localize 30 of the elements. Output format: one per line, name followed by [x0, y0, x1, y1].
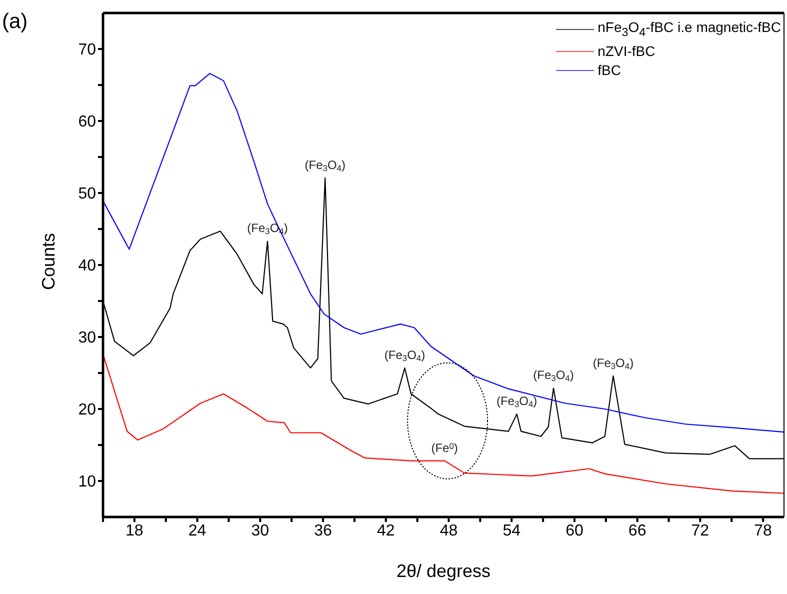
x-tick-label: 66 — [628, 522, 646, 540]
y-tick-label: 30 — [78, 330, 96, 347]
x-tick-label: 18 — [126, 522, 144, 540]
x-tick-label: 24 — [188, 522, 206, 540]
annotation: (Fe$_{3}$O$_{4}$) — [304, 158, 346, 173]
x-tick-label: 54 — [502, 522, 521, 540]
x-tick-label: 48 — [440, 522, 458, 540]
x-axis-title: 2θ/ degress — [396, 561, 491, 581]
x-tick-label: 30 — [251, 522, 270, 540]
y-tick-label: 70 — [78, 42, 96, 59]
annotation: (Fe$_{3}$O$_{4}$) — [384, 348, 426, 363]
x-tick-label: 60 — [566, 522, 584, 540]
annotation: (Fe$_{3}$O$_{4}$) — [592, 356, 634, 371]
x-tick-label: 72 — [691, 522, 710, 540]
y-tick-label: 10 — [78, 474, 96, 491]
legend-label: nFe$_{3}$O$_{4}$-fBC i.e magnetic-fBC — [598, 18, 781, 41]
annotation: (Fe$_{3}$O$_{4}$) — [533, 368, 574, 384]
annotation: (Fe$^{0}$) — [431, 440, 458, 455]
legend-label: fBC — [598, 60, 621, 80]
x-tick-label: 78 — [754, 522, 772, 540]
y-tick-label: 60 — [78, 114, 96, 131]
y-tick-label: 40 — [78, 258, 96, 275]
y-tick-label: 20 — [78, 402, 96, 419]
annotation: (Fe$_{3}$O$_{4}$) — [496, 394, 538, 410]
y-axis-title: Counts — [38, 232, 58, 290]
legend-label: nZVI-fBC — [598, 42, 656, 61]
x-tick-label: 36 — [314, 522, 332, 540]
y-tick-label: 50 — [78, 186, 96, 203]
x-tick-label: 42 — [376, 522, 395, 540]
text: (a) — [2, 10, 28, 34]
